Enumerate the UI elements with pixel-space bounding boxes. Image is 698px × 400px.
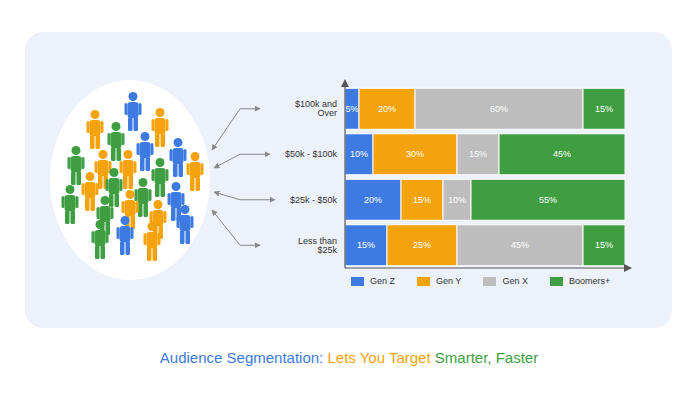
svg-text:20%: 20% [378, 104, 396, 114]
svg-text:45%: 45% [511, 240, 529, 250]
svg-text:15%: 15% [595, 104, 613, 114]
svg-text:10%: 10% [448, 195, 466, 205]
svg-text:$25k - $50k: $25k - $50k [290, 195, 338, 205]
svg-text:55%: 55% [539, 195, 557, 205]
svg-text:15%: 15% [469, 149, 487, 159]
svg-text:30%: 30% [406, 149, 424, 159]
svg-text:Less than$25k: Less than$25k [298, 236, 338, 255]
html-text:Gen Y: Gen Y [436, 276, 462, 286]
svg-text:20%: 20% [364, 195, 382, 205]
svg-text:25%: 25% [413, 240, 431, 250]
svg-text:10%: 10% [350, 149, 368, 159]
svg-text:15%: 15% [595, 240, 613, 250]
svg-text:15%: 15% [357, 240, 375, 250]
html-text:Boomers+: Boomers+ [568, 276, 611, 286]
svg-text:60%: 60% [490, 104, 508, 114]
html-text:Gen Z: Gen Z [370, 276, 395, 286]
svg-text:$50k - $100k: $50k - $100k [285, 149, 338, 159]
html-text:Gen X: Gen X [502, 276, 528, 286]
svg-text:$100k andOver: $100k andOver [295, 99, 337, 118]
svg-text:5%: 5% [345, 104, 358, 114]
html-text:Audience Segmentation: Lets Yo: Audience Segmentation: Lets You Target S… [159, 349, 539, 366]
svg-text:15%: 15% [413, 195, 431, 205]
svg-text:45%: 45% [553, 149, 571, 159]
